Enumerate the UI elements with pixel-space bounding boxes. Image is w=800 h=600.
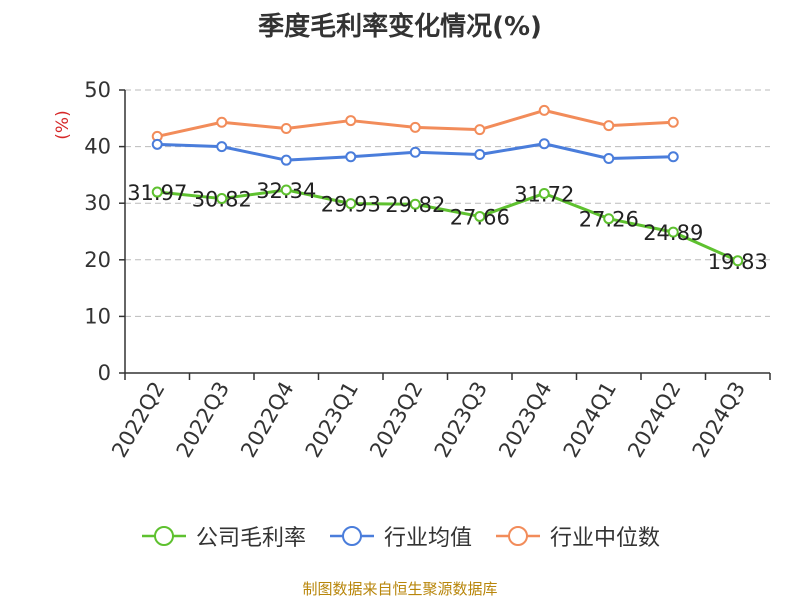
data-label: 29.93 bbox=[321, 193, 381, 217]
data-label: 27.66 bbox=[450, 205, 510, 229]
data-label: 24.89 bbox=[643, 221, 703, 245]
data-point bbox=[538, 104, 550, 116]
data-point bbox=[280, 184, 292, 196]
x-tick-label: 2023Q2 bbox=[365, 378, 427, 462]
legend-item: 行业均值 bbox=[328, 520, 472, 552]
x-tick-label: 2024Q1 bbox=[559, 378, 621, 462]
data-label: 27.26 bbox=[579, 208, 639, 232]
x-tick-label: 2022Q3 bbox=[172, 378, 234, 462]
data-point bbox=[538, 187, 550, 199]
x-tick-label: 2023Q4 bbox=[494, 378, 556, 462]
data-point bbox=[151, 186, 163, 198]
y-tick-label: 20 bbox=[84, 248, 111, 272]
y-tick-label: 0 bbox=[98, 361, 111, 385]
data-point bbox=[474, 149, 486, 161]
y-tick-label: 30 bbox=[84, 191, 111, 215]
x-tick-label: 2022Q4 bbox=[236, 378, 298, 462]
data-label: 31.72 bbox=[514, 182, 574, 206]
legend-marker bbox=[329, 526, 374, 546]
data-point bbox=[603, 213, 615, 225]
y-tick-label: 10 bbox=[84, 304, 111, 328]
legend-marker bbox=[141, 526, 186, 546]
data-point bbox=[345, 115, 357, 127]
legend-item: 行业中位数 bbox=[494, 520, 660, 552]
legend-marker bbox=[496, 526, 540, 546]
data-point bbox=[474, 210, 486, 222]
series-line bbox=[157, 188, 739, 263]
data-point bbox=[667, 151, 679, 163]
legend: 公司毛利率 行业均值 行业中位数 bbox=[0, 520, 800, 552]
data-point bbox=[474, 124, 486, 136]
source-note: 制图数据来自恒生聚源数据库 bbox=[302, 580, 498, 598]
x-tick-label: 2024Q2 bbox=[623, 378, 685, 462]
legend-label: 行业均值 bbox=[383, 526, 472, 551]
data-point bbox=[667, 226, 679, 238]
legend-item: 公司毛利率 bbox=[140, 520, 306, 552]
x-tick-label: 2023Q3 bbox=[430, 378, 492, 462]
data-label: 31.97 bbox=[127, 181, 187, 205]
x-tick-label: 2022Q2 bbox=[107, 378, 169, 462]
data-point bbox=[409, 198, 421, 210]
x-tick-label: 2023Q1 bbox=[301, 378, 363, 462]
data-point bbox=[151, 138, 163, 150]
legend-label: 公司毛利率 bbox=[195, 526, 306, 551]
data-point bbox=[345, 198, 357, 210]
y-axis-label: (%) bbox=[53, 110, 73, 139]
chart-title: 季度毛利率变化情况(%) bbox=[258, 12, 542, 42]
data-point bbox=[603, 120, 615, 132]
data-point bbox=[409, 121, 421, 133]
data-point bbox=[280, 154, 292, 166]
data-label: 29.82 bbox=[385, 193, 445, 217]
data-point bbox=[216, 141, 228, 153]
data-point bbox=[603, 152, 615, 164]
x-tick-label: 2024Q3 bbox=[688, 378, 750, 462]
data-point bbox=[732, 255, 744, 267]
data-point bbox=[216, 193, 228, 205]
y-tick-label: 50 bbox=[84, 78, 111, 102]
data-point bbox=[216, 116, 228, 128]
data-point bbox=[280, 122, 292, 134]
data-point bbox=[409, 146, 421, 158]
y-tick-label: 40 bbox=[84, 135, 111, 159]
data-label: 19.83 bbox=[708, 250, 768, 274]
data-label: 32.34 bbox=[256, 179, 316, 203]
data-point bbox=[345, 151, 357, 163]
data-label: 30.82 bbox=[192, 188, 252, 212]
data-point bbox=[538, 138, 550, 150]
legend-label: 行业中位数 bbox=[550, 526, 661, 551]
data-point bbox=[667, 116, 679, 128]
